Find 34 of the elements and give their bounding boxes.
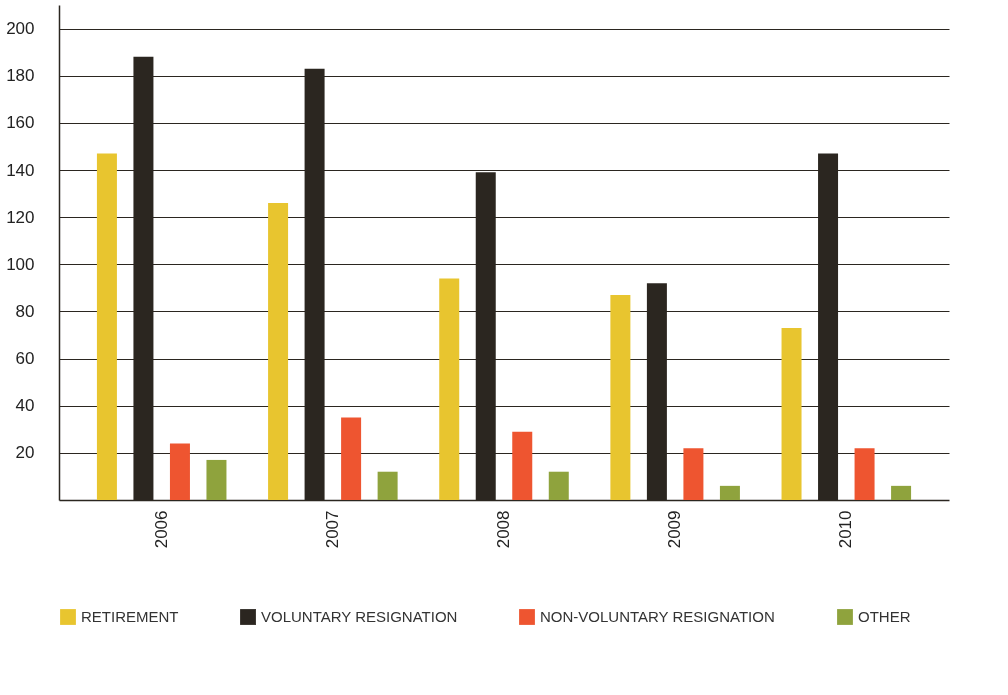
x-tick-label: 2006 xyxy=(151,510,171,549)
bar xyxy=(268,203,289,500)
legend-label: NON-VOLUNTARY RESIGNATION xyxy=(540,608,775,625)
y-tick-label: 60 xyxy=(15,349,35,369)
legend-label: OTHER xyxy=(858,608,911,625)
y-tick-label: 140 xyxy=(6,160,35,180)
bar xyxy=(512,431,533,500)
bar xyxy=(854,448,875,500)
bar xyxy=(439,278,460,500)
x-tick-label: 2010 xyxy=(836,510,856,549)
bar xyxy=(377,471,398,500)
bar xyxy=(548,471,569,500)
bar xyxy=(719,485,740,500)
bar xyxy=(169,443,190,500)
legend-label: RETIREMENT xyxy=(81,608,179,625)
x-tick-label: 2008 xyxy=(494,510,513,549)
y-tick-label: 180 xyxy=(6,66,35,86)
y-tick-label: 120 xyxy=(6,207,35,227)
x-tick-label: 2009 xyxy=(665,510,685,549)
bar xyxy=(206,459,227,500)
legend-label: VOLUNTARY RESIGNATION xyxy=(261,608,458,625)
bar xyxy=(781,327,802,500)
bar xyxy=(341,417,362,500)
y-tick-label: 200 xyxy=(6,19,35,39)
y-tick-label: 160 xyxy=(6,113,35,133)
bar xyxy=(610,294,631,500)
x-tick-label: 2007 xyxy=(322,510,342,549)
bar xyxy=(683,448,704,500)
y-tick-label: 100 xyxy=(6,254,35,274)
y-tick-label: 40 xyxy=(15,396,35,416)
y-tick-label: 20 xyxy=(15,443,35,463)
bar xyxy=(96,153,117,500)
y-tick-label: 80 xyxy=(15,301,35,321)
bar xyxy=(891,485,912,500)
